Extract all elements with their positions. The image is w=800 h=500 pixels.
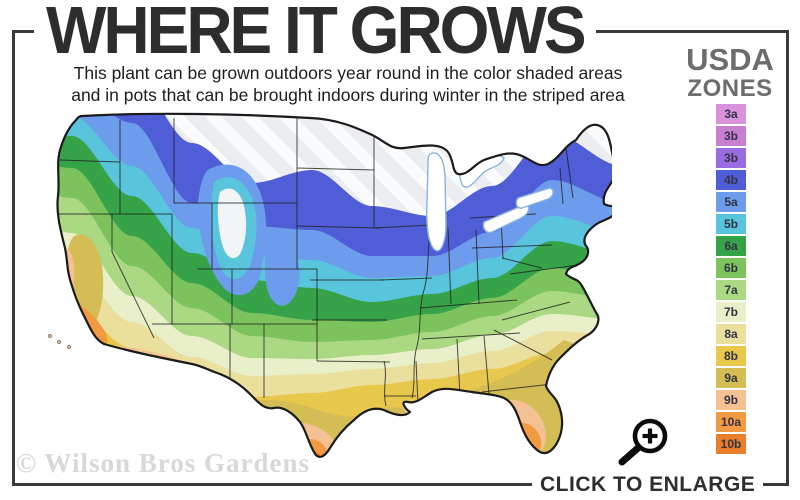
mountain-pocket-colorado: [264, 240, 300, 306]
zone-swatch-8a-10: 8a: [716, 324, 746, 344]
subtitle-line-2: and in pots that can be brought indoors …: [71, 85, 625, 105]
zone-swatch-8b-11: 8b: [716, 346, 746, 366]
zone-swatch-9b-13: 9b: [716, 390, 746, 410]
zone-swatch-3a-0: 3a: [716, 104, 746, 124]
zone-swatch-7b-9: 7b: [716, 302, 746, 322]
legend-title-zones: ZONES: [687, 75, 773, 102]
zone-swatch-3b-2: 3b: [716, 148, 746, 168]
zone-swatch-9a-12: 9a: [716, 368, 746, 388]
click-to-enlarge-button[interactable]: CLICK TO ENLARGE: [532, 472, 764, 498]
page-title: WHERE IT GROWS: [34, 0, 596, 65]
usda-zones-list: 3a 3b 3b 4b 5a 5b 6a 6b 7a 7b 8a 8b 9a 9b 10a 10b: [716, 104, 746, 456]
subtitle-line-1: This plant can be grown outdoors year ro…: [73, 63, 623, 83]
us-coastline-outline: [56, 112, 612, 458]
zone-swatch-5a-4: 5a: [716, 192, 746, 212]
zone-swatch-7a-8: 7a: [716, 280, 746, 300]
zone-swatch-5b-5: 5b: [716, 214, 746, 234]
us-hardiness-zone-map[interactable]: [12, 108, 612, 460]
usda-zones-legend-title: USDA ZONES: [678, 42, 782, 102]
zone-swatch-10b-15: 10b: [716, 434, 746, 454]
zone-swatch-3b-1: 3b: [716, 126, 746, 146]
lake-michigan: [426, 152, 447, 252]
legend-title-usda: USDA: [686, 42, 774, 77]
lake-superior: [379, 114, 474, 143]
zone-swatch-6a-6: 6a: [716, 236, 746, 256]
watermark-copyright: © Wilson Bros Gardens: [16, 448, 310, 478]
zone-swatch-6b-7: 6b: [716, 258, 746, 278]
zone-band-striped-coldest: [57, 113, 612, 216]
subtitle: This plant can be grown outdoors year ro…: [28, 62, 668, 106]
zone-swatch-4b-3: 4b: [716, 170, 746, 190]
magnifier-plus-icon[interactable]: [608, 406, 684, 476]
channel-islands: [48, 334, 71, 349]
lake-ontario: [515, 187, 554, 209]
zone-swatch-10a-14: 10a: [716, 412, 746, 432]
mountain-pocket-white: [217, 188, 247, 259]
